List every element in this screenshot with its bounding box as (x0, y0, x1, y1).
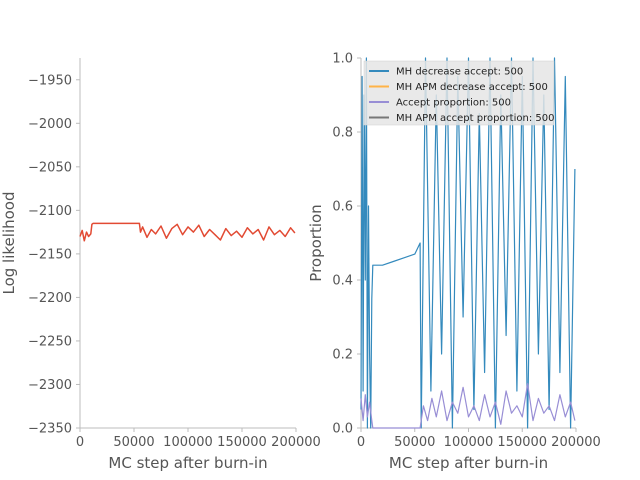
legend-box (363, 60, 555, 126)
proportion-panel: 0 50000 100000 150000 200000 0.0 0.2 0.4 0.6 0.8 1… (307, 52, 601, 473)
y-axis-label: Proportion (307, 204, 325, 281)
x-axis-label: MC step after burn-in (389, 454, 548, 472)
y-axis-label: Log likelihood (0, 192, 18, 295)
x-tick-label: 100000 (163, 435, 213, 450)
x-tick-label: 50000 (113, 435, 154, 450)
x-tick-label: 200000 (271, 435, 321, 450)
x-tick-label: 150000 (217, 435, 267, 450)
y-tick-label: 0.2 (332, 348, 353, 363)
series-line-0 (79, 222, 296, 242)
y-tick-label: −2150 (28, 247, 72, 262)
y-tick-label: −2350 (28, 422, 72, 437)
y-tick-label: 0.6 (332, 200, 353, 215)
y-tick-label: 0.0 (332, 422, 353, 437)
x-tick-label: 50000 (394, 435, 435, 450)
legend-label: Accept proportion: 500 (396, 98, 511, 109)
y-tick-label: 0.8 (332, 126, 353, 141)
legend-label: MH APM accept proportion: 500 (396, 113, 554, 124)
y-tick-label: −1950 (28, 73, 72, 88)
y-tick-label: 1.0 (332, 52, 353, 67)
legend-label: MH decrease accept: 500 (396, 67, 523, 78)
y-tick-label: −2250 (28, 334, 72, 349)
log-likelihood-panel: 0 50000 100000 150000 200000 −2350 −2300 −2250 −… (0, 58, 321, 472)
y-tick-label: 0.4 (332, 274, 353, 289)
legend-label: MH APM decrease accept: 500 (396, 82, 548, 93)
x-axis-label: MC step after burn-in (108, 454, 267, 472)
y-tick-label: −2000 (28, 117, 72, 132)
y-tick-label: −2050 (28, 160, 72, 175)
series-line-2 (360, 383, 576, 429)
y-tick-label: −2300 (28, 378, 72, 393)
x-tick-label: 0 (357, 435, 365, 450)
x-tick-label: 0 (76, 435, 84, 450)
x-tick-label: 200000 (551, 435, 601, 450)
x-tick-label: 100000 (444, 435, 494, 450)
y-tick-label: −2200 (28, 291, 72, 306)
y-tick-label: −2100 (28, 204, 72, 219)
legend: MH decrease accept: 500 MH APM decrease a… (363, 60, 555, 126)
x-tick-label: 150000 (497, 435, 547, 450)
